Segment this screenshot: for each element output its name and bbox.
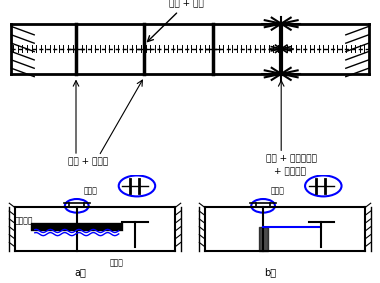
Text: + 角隅钉筋: + 角隅钉筋 — [274, 167, 306, 176]
Text: 填缝料: 填缝料 — [84, 187, 98, 196]
Text: b）: b） — [264, 267, 277, 277]
Text: 纵缝 + 拉杆: 纵缝 + 拉杆 — [169, 0, 204, 8]
Text: 胀缝 + 滑动传力杆: 胀缝 + 滑动传力杆 — [266, 155, 317, 164]
Text: 传力杆: 传力杆 — [109, 258, 124, 267]
Text: a）: a） — [74, 267, 86, 277]
Text: 防锈涂料: 防锈涂料 — [15, 216, 33, 225]
Text: 填缝料: 填缝料 — [271, 187, 284, 196]
Text: 缩缝 + 传力杆: 缩缝 + 传力杆 — [68, 157, 109, 166]
